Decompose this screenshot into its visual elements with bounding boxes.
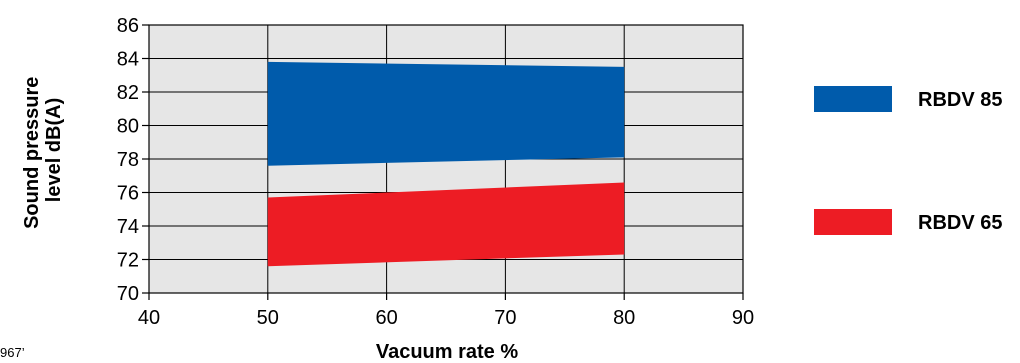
axis-ticks [142, 24, 744, 300]
y-axis-title-line-2: level dB(A) [43, 98, 65, 202]
data-bands [267, 61, 625, 267]
y-tick-label: 80 [117, 116, 139, 138]
x-axis-title: Vacuum rate % [376, 341, 519, 363]
y-tick-label: 82 [117, 82, 139, 104]
x-tick-label: 90 [732, 307, 754, 329]
legend: RBDV 85 RBDV 65 [814, 86, 1002, 235]
y-tick-label: 84 [117, 49, 139, 71]
y-tick-label: 76 [117, 183, 139, 205]
band-rbdv-85 [267, 61, 625, 166]
y-tick-label: 72 [117, 250, 139, 272]
x-tick-label: 40 [138, 307, 160, 329]
x-tick-label: 70 [494, 307, 516, 329]
legend-label-rbdv-85: RBDV 85 [918, 89, 1002, 111]
y-tick-label: 74 [117, 216, 139, 238]
y-tick-labels: 70 72 74 76 78 80 82 84 86 [117, 15, 139, 305]
x-tick-labels: 40 50 60 70 80 90 [138, 307, 754, 329]
y-tick-label: 70 [117, 283, 139, 305]
legend-swatch-rbdv-85 [814, 86, 892, 112]
legend-label-rbdv-65: RBDV 65 [918, 212, 1002, 234]
y-tick-label: 78 [117, 149, 139, 171]
corner-note: 967’ [0, 345, 25, 360]
legend-swatch-rbdv-65 [814, 209, 892, 235]
x-tick-label: 50 [257, 307, 279, 329]
x-tick-label: 60 [375, 307, 397, 329]
band-rbdv-65 [267, 182, 625, 267]
x-tick-label: 80 [613, 307, 635, 329]
y-axis-title-line-1: Sound pressure [21, 77, 43, 229]
y-axis-title: Sound pressure level dB(A) [21, 71, 65, 229]
y-tick-label: 86 [117, 15, 139, 37]
